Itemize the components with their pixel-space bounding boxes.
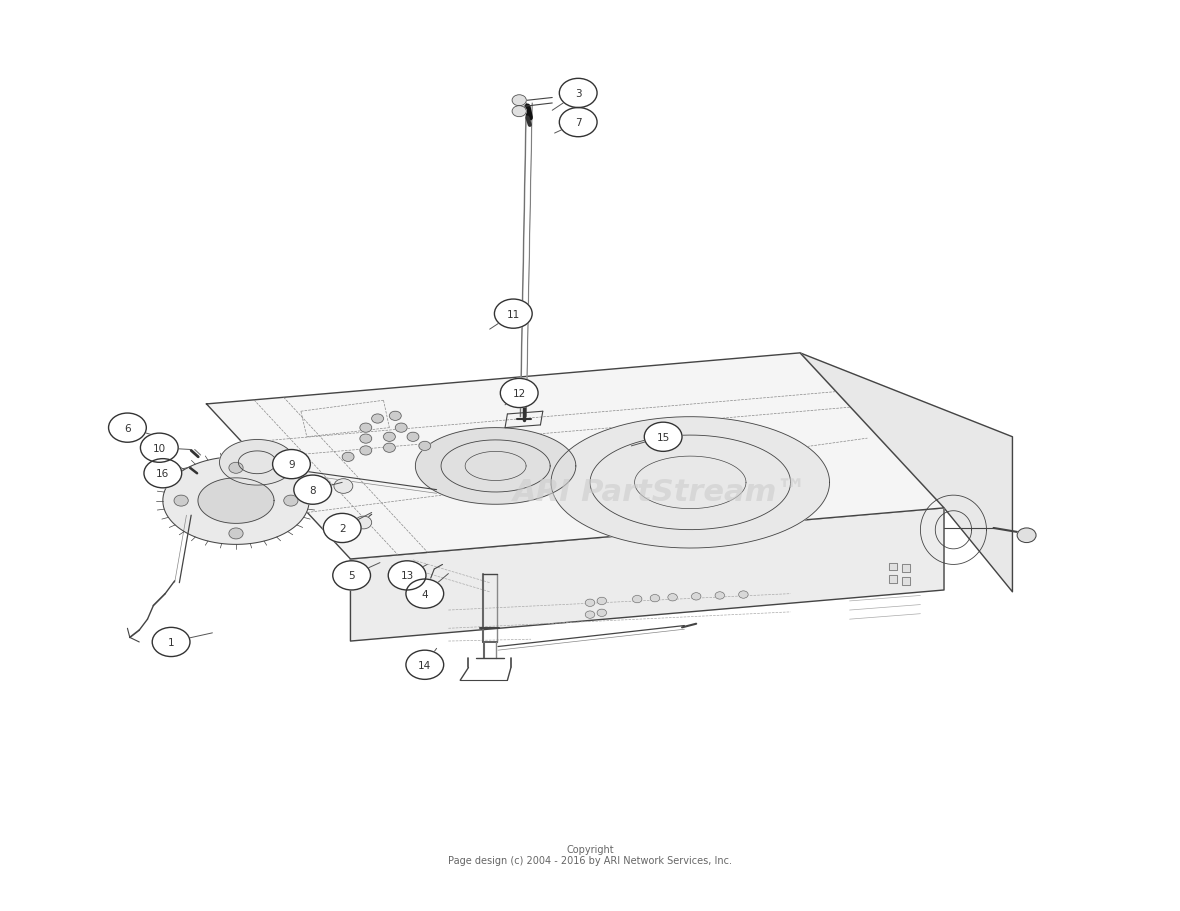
Circle shape [144, 459, 182, 488]
Circle shape [389, 412, 401, 421]
Circle shape [597, 598, 607, 605]
Polygon shape [551, 417, 830, 548]
Text: 10: 10 [152, 444, 166, 453]
Bar [890, 563, 898, 570]
Circle shape [494, 300, 532, 329]
Text: 1: 1 [168, 638, 175, 647]
Circle shape [395, 424, 407, 433]
Circle shape [109, 414, 146, 443]
Circle shape [668, 594, 677, 601]
Circle shape [512, 107, 526, 118]
Polygon shape [206, 353, 944, 559]
Circle shape [585, 599, 595, 607]
Bar [890, 576, 898, 583]
Circle shape [739, 591, 748, 599]
Text: 13: 13 [400, 571, 414, 580]
Polygon shape [800, 353, 1012, 592]
Text: ARI PartStream™: ARI PartStream™ [513, 477, 808, 507]
Circle shape [294, 476, 332, 505]
Circle shape [559, 79, 597, 108]
Circle shape [650, 595, 660, 602]
Text: 6: 6 [124, 424, 131, 433]
Circle shape [229, 463, 243, 474]
Circle shape [632, 596, 642, 603]
Circle shape [342, 453, 354, 462]
Circle shape [273, 450, 310, 479]
Circle shape [360, 435, 372, 444]
Text: 4: 4 [421, 589, 428, 599]
Bar [890, 563, 898, 570]
Text: 2: 2 [339, 524, 346, 533]
Circle shape [360, 424, 372, 433]
Text: 11: 11 [506, 310, 520, 319]
Bar [890, 576, 898, 583]
Text: Copyright
Page design (c) 2004 - 2016 by ARI Network Services, Inc.: Copyright Page design (c) 2004 - 2016 by… [448, 844, 732, 865]
Circle shape [360, 446, 372, 456]
Circle shape [512, 96, 526, 107]
Circle shape [140, 434, 178, 463]
Circle shape [1017, 528, 1036, 543]
Circle shape [333, 561, 371, 590]
Text: 14: 14 [418, 660, 432, 670]
Circle shape [372, 415, 384, 424]
Bar [903, 578, 911, 585]
Circle shape [384, 433, 395, 442]
Bar [903, 565, 911, 572]
Circle shape [419, 442, 431, 451]
Circle shape [691, 593, 701, 600]
Circle shape [323, 514, 361, 543]
Text: 3: 3 [575, 89, 582, 98]
Polygon shape [415, 428, 576, 505]
Circle shape [585, 611, 595, 619]
Bar [903, 578, 911, 585]
Circle shape [559, 108, 597, 138]
Polygon shape [219, 440, 295, 486]
Text: 8: 8 [309, 486, 316, 495]
Circle shape [229, 528, 243, 539]
Circle shape [175, 496, 189, 507]
Circle shape [406, 579, 444, 609]
Text: 5: 5 [348, 571, 355, 580]
Circle shape [355, 517, 372, 529]
Polygon shape [350, 508, 944, 641]
Text: 12: 12 [512, 389, 526, 398]
Circle shape [284, 496, 299, 507]
Polygon shape [163, 457, 309, 545]
Circle shape [384, 444, 395, 453]
Text: 9: 9 [288, 460, 295, 469]
Circle shape [406, 650, 444, 680]
Text: 16: 16 [156, 469, 170, 478]
Circle shape [152, 628, 190, 657]
Text: 7: 7 [575, 118, 582, 128]
Circle shape [715, 592, 725, 599]
Circle shape [334, 479, 353, 494]
Circle shape [500, 379, 538, 408]
Circle shape [407, 433, 419, 442]
Circle shape [597, 609, 607, 617]
Bar [903, 565, 911, 572]
Text: 15: 15 [656, 433, 670, 442]
Circle shape [644, 423, 682, 452]
Polygon shape [198, 478, 274, 524]
Circle shape [388, 561, 426, 590]
